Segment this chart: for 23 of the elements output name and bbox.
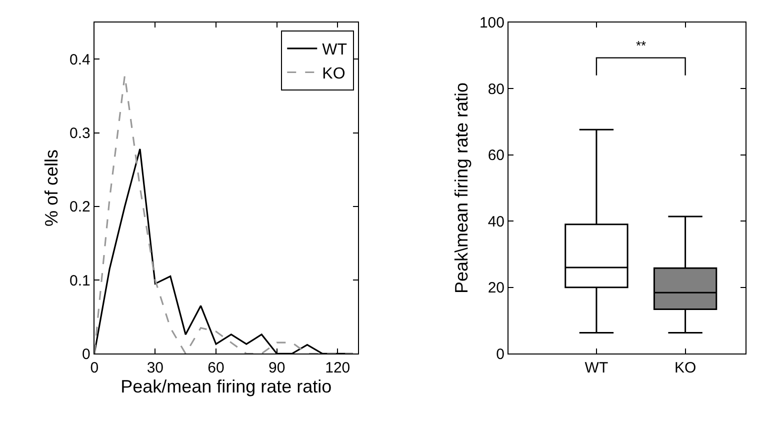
- y-axis-title: % of cells: [42, 149, 62, 227]
- x-axis-title: Peak/mean firing rate ratio: [120, 376, 332, 397]
- y-tick-label: 0: [82, 346, 90, 363]
- y-tick-label: 0.1: [70, 272, 90, 290]
- y-tick-label: 0: [496, 346, 505, 363]
- annotation: **: [636, 38, 646, 53]
- y-tick-label: 0.3: [70, 125, 90, 142]
- x-tick-label: KO: [674, 360, 696, 377]
- legend-label: WT: [322, 42, 348, 59]
- y-tick-label: 0.4: [70, 51, 90, 68]
- x-tick-label: 30: [146, 360, 164, 377]
- y-axis-title: Peak\mean firing rate ratio: [452, 82, 472, 294]
- legend-label: KO: [322, 65, 346, 82]
- y-tick-label: 20: [488, 280, 505, 297]
- x-tick-label: WT: [584, 360, 608, 377]
- y-tick-label: 80: [488, 80, 505, 98]
- y-tick-label: 0.2: [70, 198, 90, 216]
- y-tick-label: 100: [479, 14, 505, 32]
- x-tick-label: 120: [325, 360, 350, 377]
- y-tick-label: 40: [488, 213, 505, 230]
- x-tick-label: 90: [268, 360, 286, 377]
- x-tick-label: 60: [208, 360, 224, 377]
- y-tick-label: 60: [488, 147, 505, 164]
